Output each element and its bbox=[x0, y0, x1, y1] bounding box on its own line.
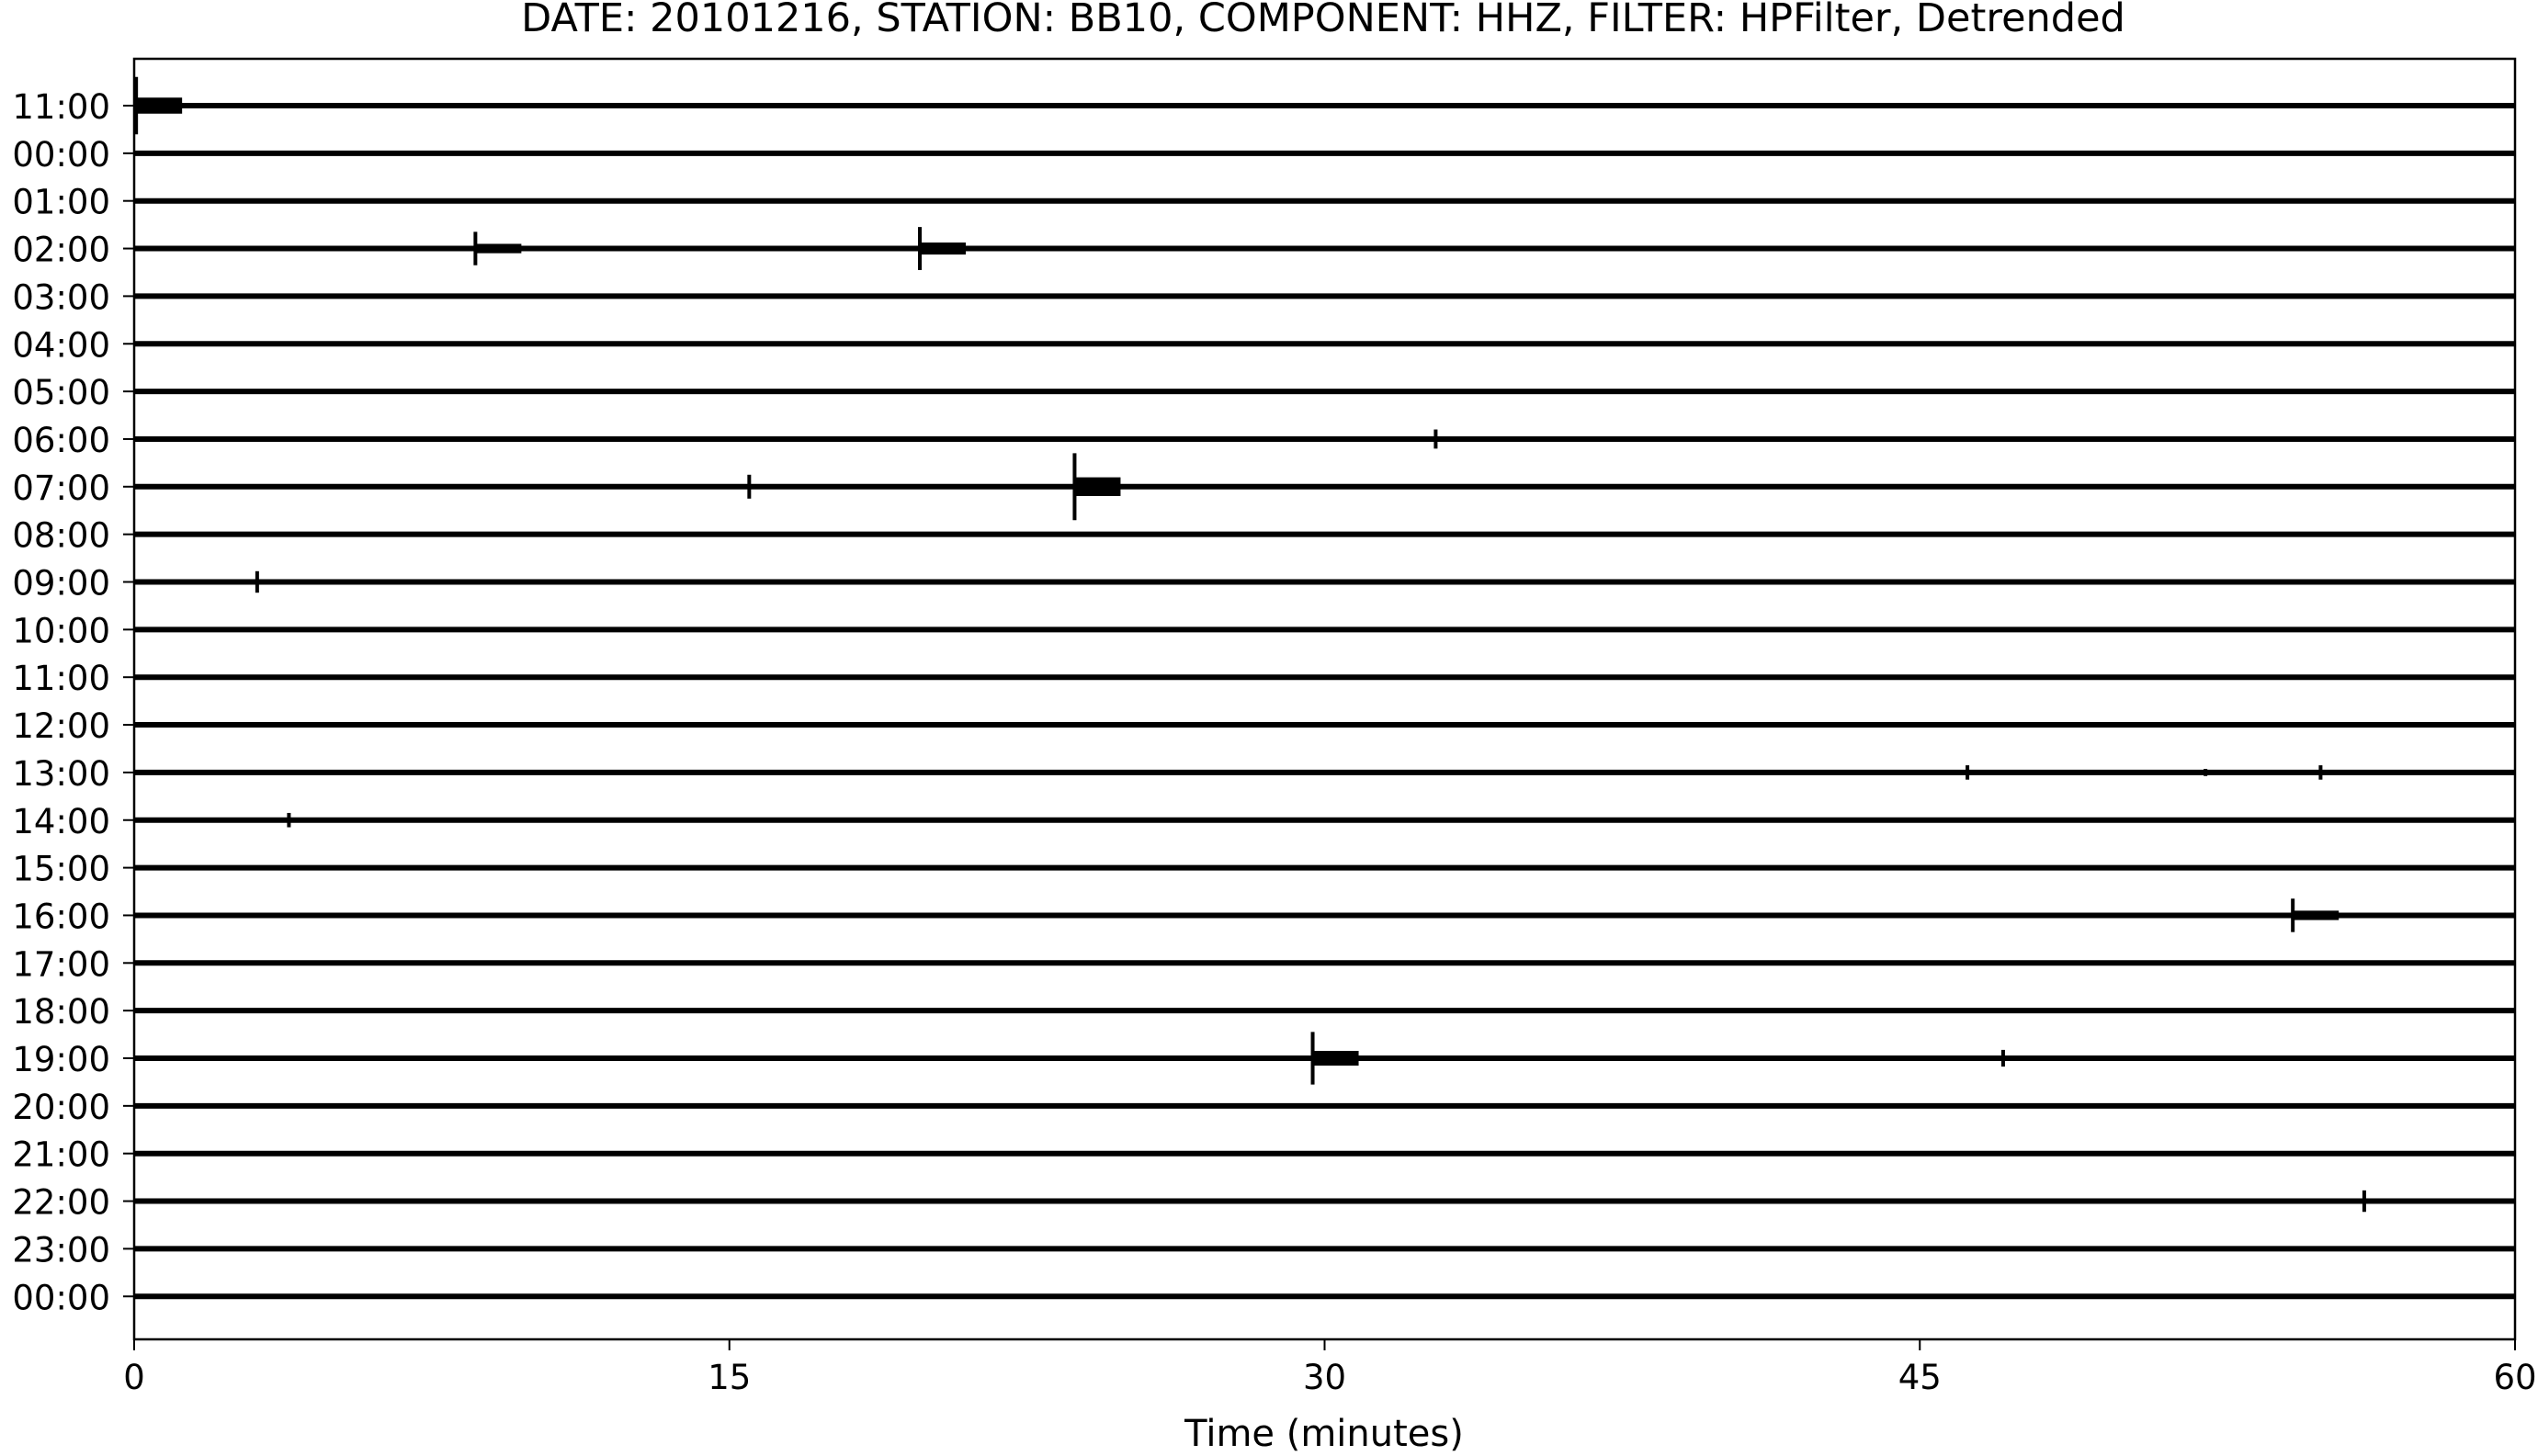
event-coda bbox=[475, 243, 522, 254]
row-label: 13:00 bbox=[12, 754, 110, 794]
event-coda bbox=[136, 97, 183, 114]
x-tick-label: 30 bbox=[1303, 1358, 1346, 1397]
trace-rows: 11:00 00:00 01:00 02:00 03:00 04:00 05:00 06:00… bbox=[12, 76, 2515, 1317]
x-tick-label: 0 bbox=[123, 1358, 145, 1397]
x-tick-label: 60 bbox=[2493, 1358, 2536, 1397]
x-tick-label: 15 bbox=[708, 1358, 751, 1397]
row-label: 07:00 bbox=[12, 468, 110, 508]
row-label: 22:00 bbox=[12, 1183, 110, 1223]
row-label: 14:00 bbox=[12, 802, 110, 841]
row-label: 18:00 bbox=[12, 992, 110, 1032]
row-label: 23:00 bbox=[12, 1230, 110, 1270]
row-label: 00:00 bbox=[12, 1278, 110, 1317]
row-label: 05:00 bbox=[12, 373, 110, 412]
event-coda bbox=[2293, 910, 2340, 920]
plot-frame bbox=[132, 57, 2517, 1341]
row-label: 04:00 bbox=[12, 325, 110, 365]
row-label: 00:00 bbox=[12, 135, 110, 175]
row-label: 11:00 bbox=[12, 659, 110, 698]
event-coda bbox=[1312, 1050, 1359, 1067]
row-label: 15:00 bbox=[12, 850, 110, 889]
x-axis-label: Time (minutes) bbox=[1184, 1413, 1464, 1455]
event-coda bbox=[920, 242, 967, 255]
row-label: 20:00 bbox=[12, 1088, 110, 1127]
x-tick-label: 45 bbox=[1898, 1358, 1942, 1397]
row-label: 02:00 bbox=[12, 231, 110, 270]
row-label: 12:00 bbox=[12, 706, 110, 746]
row-label: 17:00 bbox=[12, 944, 110, 984]
row-label: 06:00 bbox=[12, 421, 110, 460]
row-label: 11:00 bbox=[12, 87, 110, 127]
row-label: 21:00 bbox=[12, 1135, 110, 1175]
row-label: 16:00 bbox=[12, 897, 110, 936]
event-coda bbox=[1074, 477, 1121, 496]
row-label: 10:00 bbox=[12, 611, 110, 650]
row-label: 08:00 bbox=[12, 516, 110, 556]
chart-title: DATE: 20101216, STATION: BB10, COMPONENT… bbox=[521, 0, 2125, 41]
row-label: 01:00 bbox=[12, 183, 110, 222]
row-label: 03:00 bbox=[12, 277, 110, 317]
row-label: 09:00 bbox=[12, 564, 110, 604]
x-axis: 0 15 30 45 60 bbox=[123, 1339, 2537, 1397]
row-label: 19:00 bbox=[12, 1040, 110, 1079]
